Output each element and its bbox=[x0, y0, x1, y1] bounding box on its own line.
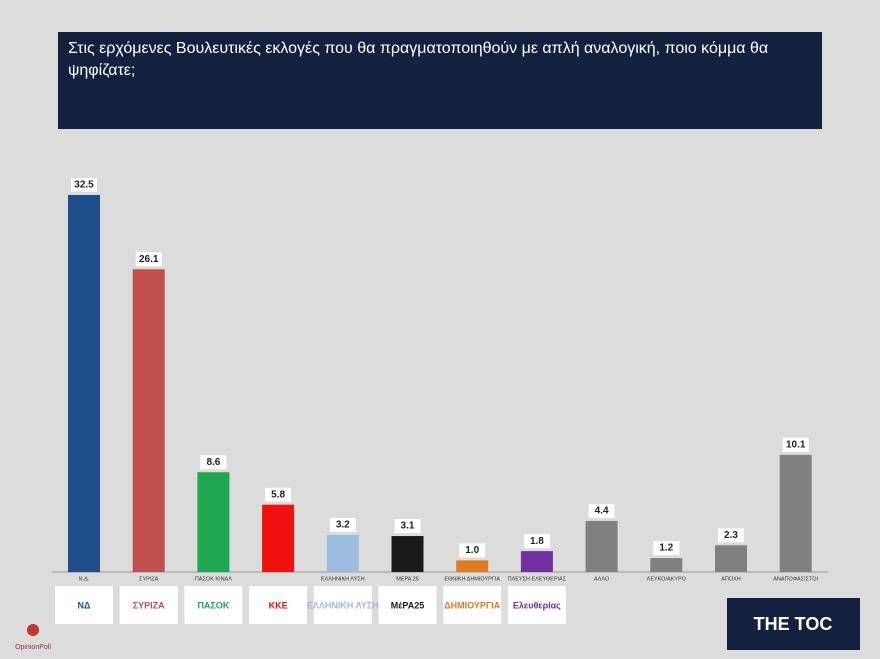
x-tick-label: ΑΠΟΧΗ bbox=[721, 576, 741, 582]
value-label-box bbox=[459, 543, 486, 558]
brand: THE TOC bbox=[754, 614, 833, 634]
value-label-box bbox=[523, 534, 550, 549]
party-logo bbox=[55, 586, 113, 624]
value-label-box bbox=[265, 487, 292, 502]
pollster-icon bbox=[27, 624, 39, 636]
party-logo bbox=[119, 586, 178, 624]
party-logo bbox=[249, 586, 308, 624]
bar bbox=[650, 558, 683, 572]
bar bbox=[520, 551, 553, 572]
party-logo-text: ΜέΡΑ25 bbox=[391, 600, 424, 610]
value-label: 4.4 bbox=[595, 506, 609, 517]
value-label-box bbox=[329, 517, 356, 532]
value-label-box bbox=[653, 541, 680, 556]
brand-box bbox=[727, 598, 860, 650]
x-tick-label: ΜΕΡΑ 25 bbox=[396, 576, 419, 582]
value-label: 3.1 bbox=[401, 521, 415, 532]
x-tick-label: ΠΛΕΥΣΗ ΕΛΕΥΘΕΡΙΑΣ bbox=[508, 576, 567, 582]
bar bbox=[197, 472, 230, 572]
value-label: 10.1 bbox=[786, 439, 806, 450]
x-tick-label: ΕΛΛΗΝΙΚΗ ΛΥΣΗ bbox=[321, 576, 365, 582]
value-label-box bbox=[394, 519, 421, 534]
x-tick-label: ΠΑΣΟΚ ΚΙΝΑΛ bbox=[195, 576, 232, 582]
x-tick-label: ΕΘΝΙΚΗ ΔΗΜΙΟΥΡΓΙΑ bbox=[444, 576, 500, 582]
bar bbox=[262, 504, 295, 572]
value-label: 32.5 bbox=[74, 180, 94, 191]
x-tick-label: ΑΛΛΟ bbox=[594, 576, 610, 582]
pollster: OpinionPoll bbox=[15, 644, 51, 651]
bar bbox=[68, 195, 100, 572]
party-logo bbox=[507, 586, 566, 624]
value-label-box bbox=[200, 455, 227, 470]
party-logo-text: ΕΛΛΗΝΙΚΗ ΛΥΣΗ bbox=[307, 600, 379, 610]
value-label: 3.2 bbox=[336, 520, 350, 531]
bar bbox=[715, 545, 747, 572]
chart-title: Στις ερχόμενες Βουλευτικές εκλογές που θ… bbox=[58, 32, 822, 129]
bar bbox=[456, 560, 489, 572]
party-logo-text: ΣΥΡΙΖΑ bbox=[133, 600, 165, 610]
value-label: 1.0 bbox=[465, 545, 479, 556]
party-logo bbox=[313, 586, 372, 624]
party-logo-text: Ελευθερίας bbox=[513, 600, 561, 610]
value-label: 2.3 bbox=[724, 530, 738, 541]
value-label-box bbox=[782, 437, 809, 452]
party-logo-text: ΝΔ bbox=[78, 600, 91, 610]
bar bbox=[132, 269, 165, 572]
value-label-box bbox=[718, 528, 744, 543]
x-tick-label: Ν.Δ. bbox=[79, 576, 90, 582]
party-logo-text: ΠΑΣΟΚ bbox=[197, 600, 229, 610]
x-tick-label: ΣΥΡΙΖΑ bbox=[139, 576, 159, 582]
value-label: 5.8 bbox=[271, 489, 285, 500]
value-label-box bbox=[135, 252, 162, 267]
bar bbox=[585, 520, 618, 572]
party-logo bbox=[378, 586, 437, 624]
party-logo bbox=[184, 586, 243, 624]
party-logo bbox=[443, 586, 502, 624]
x-tick-label: ΑΝΑΠΟΦΑΣΙΣΤΟΙ bbox=[773, 576, 818, 582]
value-label: 1.8 bbox=[530, 536, 544, 547]
value-label-box bbox=[71, 178, 97, 192]
bar bbox=[391, 536, 424, 572]
value-label: 1.2 bbox=[659, 543, 673, 554]
bar bbox=[326, 534, 359, 572]
party-logo-text: ΔΗΜΙΟΥΡΓΙΑ bbox=[444, 600, 501, 610]
value-label: 26.1 bbox=[139, 254, 159, 265]
value-label-box bbox=[588, 503, 615, 518]
party-logo-text: ΚΚΕ bbox=[269, 600, 288, 610]
x-tick-label: ΛΕΥΚΟ/ΑΚΥΡΟ bbox=[647, 576, 687, 582]
value-label: 8.6 bbox=[206, 457, 220, 468]
bar bbox=[779, 454, 812, 572]
